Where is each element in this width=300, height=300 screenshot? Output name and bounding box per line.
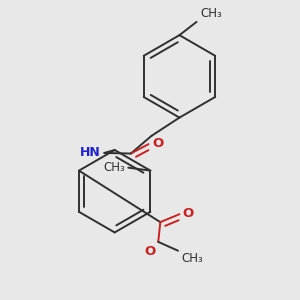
Text: CH₃: CH₃ — [181, 253, 203, 266]
Text: O: O — [152, 137, 163, 150]
Text: O: O — [145, 245, 156, 258]
Text: O: O — [182, 207, 194, 220]
Text: CH₃: CH₃ — [103, 160, 125, 174]
Text: CH₃: CH₃ — [200, 8, 222, 20]
Text: HN: HN — [80, 146, 101, 159]
